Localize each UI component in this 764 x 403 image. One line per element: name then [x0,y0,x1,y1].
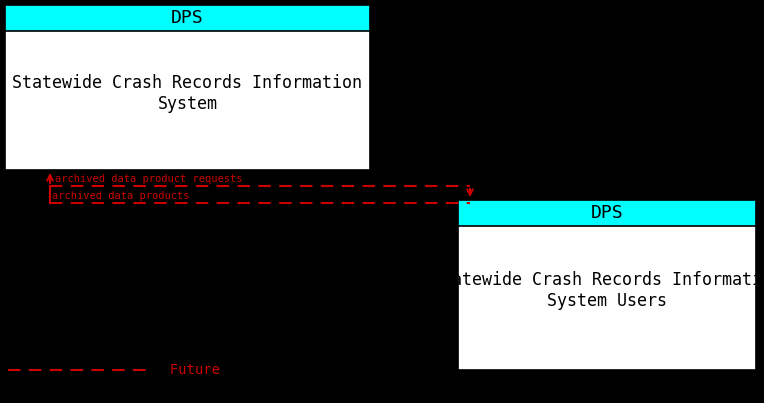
Text: DPS: DPS [171,9,204,27]
Text: Statewide Crash Records Information
System Users: Statewide Crash Records Information Syst… [432,271,764,310]
Bar [5,5,370,31]
Bar [458,200,756,226]
Text: DPS: DPS [591,204,623,222]
Bar [5,5,370,170]
Text: archived data products: archived data products [52,191,189,201]
Text: archived data product requests: archived data product requests [55,174,242,184]
Bar [5,5,370,31]
Text: Statewide Crash Records Information
System: Statewide Crash Records Information Syst… [12,74,362,113]
Text: Future: Future [153,363,220,377]
Bar [458,200,756,226]
Bar [458,200,756,370]
